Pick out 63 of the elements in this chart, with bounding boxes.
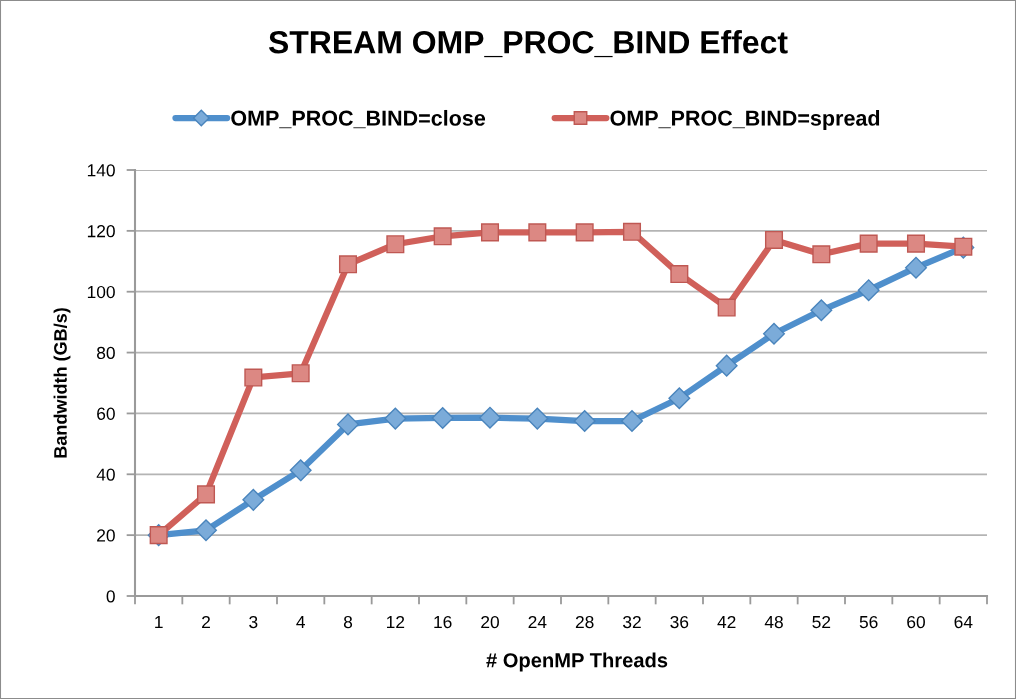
point	[242, 488, 265, 511]
point	[575, 223, 594, 242]
y-tick-label: 140	[87, 164, 115, 177]
x-tick-label: 32	[623, 615, 641, 629]
x-tick-label: 4	[296, 616, 305, 629]
point	[480, 223, 500, 242]
x-tick-label: 8	[343, 615, 353, 629]
point	[620, 410, 644, 433]
point	[526, 407, 549, 430]
point	[762, 322, 786, 345]
y-tick-label: 60	[97, 407, 115, 420]
y-tick-label: 20	[97, 529, 115, 542]
y-tick-label: 40	[96, 468, 115, 481]
point	[336, 413, 360, 436]
x-tick-label: 20	[481, 615, 499, 629]
chart-title: STREAM OMP_PROC_BIND Effect	[268, 30, 788, 58]
legend-label: OMP_PROC_BIND=spread	[610, 109, 880, 131]
point	[812, 245, 831, 264]
point	[528, 223, 547, 242]
x-tick-label: 36	[670, 615, 689, 629]
point	[717, 298, 736, 317]
point	[573, 410, 596, 433]
y-tick-label: 100	[87, 285, 115, 299]
x-tick-label: 16	[434, 615, 452, 629]
x-tick-label: 56	[859, 615, 878, 629]
point	[670, 265, 689, 284]
point	[433, 227, 452, 246]
legend-label: OMP_PROC_BIND=close	[231, 109, 486, 129]
point	[857, 279, 880, 302]
point	[194, 519, 218, 542]
point	[904, 256, 928, 279]
x-tick-label: 28	[575, 615, 594, 629]
point	[906, 234, 926, 253]
point	[338, 255, 358, 274]
point	[478, 406, 502, 429]
x-tick-label: 12	[387, 615, 405, 629]
y-axis-title: Bandwidth (GB/s)	[53, 308, 71, 458]
point	[244, 368, 263, 387]
y-tick-label: 0	[106, 590, 115, 603]
point	[859, 234, 878, 253]
x-axis-title: # OpenMP Threads	[486, 652, 668, 672]
point	[291, 364, 310, 383]
point	[715, 354, 738, 377]
point	[196, 485, 216, 504]
y-tick-label: 120	[87, 225, 115, 238]
point	[668, 387, 691, 410]
x-tick-label: 2	[202, 615, 210, 629]
x-tick-label: 52	[812, 615, 831, 629]
x-tick-label: 24	[528, 615, 547, 629]
x-tick-label: 60	[907, 615, 925, 629]
y-tick-label: 80	[97, 346, 115, 360]
point	[622, 222, 642, 241]
x-tick-label: 64	[954, 615, 973, 629]
x-tick-label: 1	[155, 616, 163, 629]
point	[431, 406, 454, 430]
x-tick-label: 3	[249, 615, 258, 629]
point	[810, 299, 833, 322]
x-tick-label: 42	[717, 615, 736, 629]
point	[384, 407, 407, 430]
point	[289, 459, 312, 482]
x-tick-label: 48	[764, 615, 783, 629]
point	[764, 230, 784, 250]
point	[386, 235, 405, 254]
